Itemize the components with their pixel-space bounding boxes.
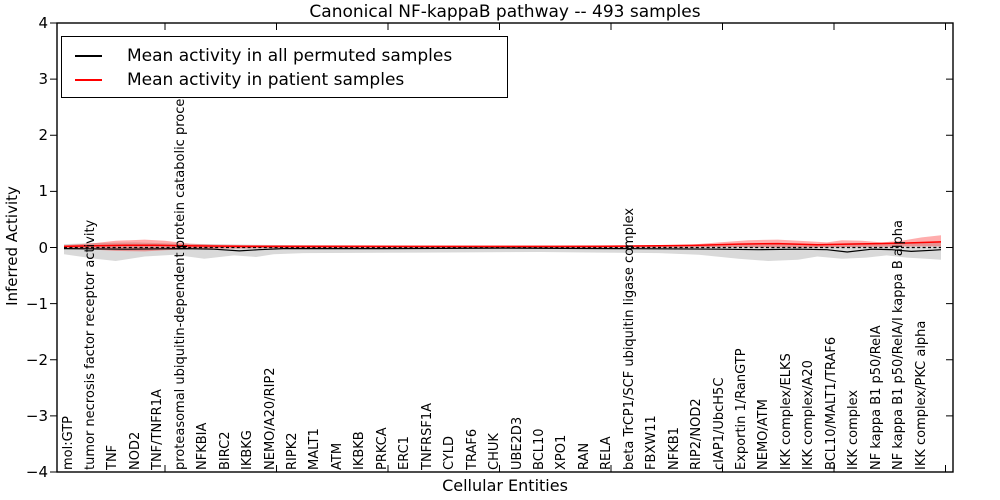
x-tick-label: IKK complex/ELKS: [778, 353, 794, 470]
y-tick-label: −3: [25, 406, 48, 425]
x-tick-label: RIPK2: [285, 432, 300, 470]
x-tick-label: cIAP1/UbcH5C: [711, 377, 727, 470]
x-tick-label: NF kappa B1 p50/RelA/I kappa B alpha: [891, 220, 907, 470]
x-tick-label: RELA: [599, 436, 615, 470]
x-tick-label: IKK complex: [846, 389, 862, 470]
x-tick-label: TNF: [105, 444, 121, 470]
x-tick-label: IKK complex/A20: [801, 360, 817, 470]
x-tick-label: RIP2/NOD2: [689, 398, 705, 470]
legend-item-permuted: Mean activity in all permuted samples: [62, 44, 507, 68]
x-tick-label: proteasomal ubiquitin-dependent protein …: [172, 85, 188, 470]
y-tick-label: 4: [38, 14, 48, 32]
x-tick-label: RAN: [576, 442, 592, 470]
x-tick-label: CHUK: [487, 433, 503, 470]
x-tick-label: XPO1: [554, 434, 570, 470]
legend-label-permuted: Mean activity in all permuted samples: [127, 46, 453, 66]
x-tick-label: NEMO/A20/RIP2: [262, 367, 278, 470]
x-tick-label: MALT1: [307, 428, 323, 470]
plot-border: [56, 22, 954, 473]
legend-label-patient: Mean activity in patient samples: [127, 70, 405, 90]
x-tick-label: CYLD: [442, 435, 458, 470]
axis-ticks: [50, 22, 953, 473]
series-lines: [63, 241, 942, 253]
x-tick-label: UBE2D3: [509, 416, 525, 470]
x-tick-label: NFKB1: [666, 427, 682, 470]
y-tick-label: 3: [38, 70, 48, 89]
x-tick-label: Exportin 1/RanGTP: [734, 348, 749, 470]
x-tick-label: TRAF6: [464, 428, 480, 470]
y-tick-label: −1: [25, 294, 48, 313]
x-tick-label: BCL10/MALT1/TRAF6: [823, 336, 839, 470]
x-tick-label: IKK complex/PKC alpha: [913, 320, 929, 470]
x-tick-label: IKBKG: [240, 430, 256, 470]
x-tick-label: IKBKB: [352, 431, 368, 470]
x-tick-label: ATM: [329, 442, 345, 470]
y-tick-label: 1: [38, 182, 48, 201]
y-tick-label: −2: [25, 350, 48, 369]
x-tick-label: NEMO/ATM: [756, 399, 772, 470]
legend: Mean activity in all permuted samples Me…: [61, 36, 508, 98]
x-tick-label: FBXW11: [644, 415, 660, 470]
x-tick-label: BIRC2: [217, 431, 233, 471]
x-tick-label: mol:GTP: [60, 416, 76, 470]
x-tick-label: beta TrCP1/SCF ubiquitin ligase complex: [621, 207, 637, 470]
y-tick-label: 0: [38, 238, 48, 257]
x-tick-label: BCL10: [531, 428, 547, 470]
x-tick-label: NFKBIA: [195, 422, 211, 470]
y-tick-label: 2: [38, 126, 48, 145]
legend-line-permuted-icon: [75, 55, 102, 57]
legend-line-patient-icon: [75, 79, 102, 81]
y-tick-label: −4: [25, 463, 48, 481]
legend-item-patient: Mean activity in patient samples: [62, 68, 507, 92]
x-axis-label: Cellular Entities: [442, 476, 568, 495]
chart-title: Canonical NF-kappaB pathway -- 493 sampl…: [309, 2, 701, 22]
x-tick-label: PRKCA: [374, 427, 390, 470]
x-tick-label: NF kappa B1 p50/RelA: [868, 325, 884, 470]
x-tick-label: tumor necrosis factor receptor activity: [82, 219, 98, 470]
x-tick-label: ERC1: [397, 436, 413, 470]
x-tick-label: TNF/TNFR1A: [150, 389, 166, 470]
x-tick-label: NOD2: [127, 431, 143, 470]
x-tick-label: TNFRSF1A: [419, 402, 435, 470]
